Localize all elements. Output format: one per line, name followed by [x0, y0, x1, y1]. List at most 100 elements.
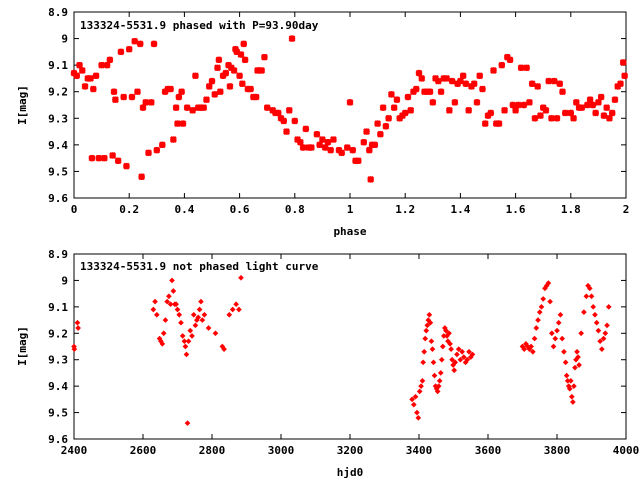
- data-point: [595, 98, 602, 106]
- x-tick-label: 1.2: [395, 203, 415, 216]
- y-tick-label: 9.5: [48, 407, 68, 420]
- data-point: [98, 61, 105, 69]
- data-point: [407, 106, 415, 114]
- data-point: [602, 330, 609, 337]
- data-point: [572, 98, 580, 106]
- data-point: [420, 359, 426, 366]
- y-tick-label: 9.2: [48, 86, 68, 99]
- data-point: [294, 136, 301, 143]
- data-point: [547, 298, 553, 305]
- data-point: [302, 125, 310, 133]
- data-point: [200, 104, 208, 112]
- data-point: [390, 104, 398, 112]
- data-point: [454, 80, 462, 88]
- data-point: [187, 327, 194, 334]
- data-point: [461, 354, 467, 360]
- data-point: [335, 146, 343, 154]
- data-point: [125, 45, 133, 53]
- y-axis-ticks: 8.9 9 9.1 9.2 9.3 9.4 9.5 9.6: [48, 6, 626, 205]
- data-point: [195, 314, 202, 321]
- y-tick-label: 9.1: [48, 301, 68, 314]
- data-point: [190, 311, 197, 318]
- data-point: [78, 67, 86, 74]
- data-point: [173, 301, 179, 308]
- data-point: [550, 343, 557, 350]
- data-point: [208, 77, 216, 85]
- data-point: [164, 298, 170, 305]
- data-point: [555, 319, 562, 326]
- data-point: [611, 96, 619, 104]
- data-point: [603, 104, 611, 112]
- chart-title: 133324-5531.9 not phased light curve: [80, 260, 319, 273]
- data-point: [274, 109, 282, 117]
- data-point: [439, 343, 446, 350]
- data-point: [434, 388, 441, 395]
- x-axis-ticks: 2400 2600 2800 3000 3200 3400 3600 3800 4000: [61, 254, 640, 457]
- data-point: [153, 146, 161, 154]
- data-point: [606, 114, 613, 122]
- data-point: [230, 67, 238, 74]
- data-point: [174, 306, 181, 313]
- data-point: [106, 56, 114, 64]
- data-point: [179, 333, 186, 339]
- data-point: [537, 112, 544, 120]
- data-point: [128, 93, 136, 101]
- data-point: [498, 61, 506, 69]
- data-point: [617, 80, 624, 88]
- data-point: [520, 101, 528, 109]
- data-point: [455, 346, 462, 352]
- data-point: [134, 88, 141, 96]
- y-tick-label: 9.4: [48, 139, 68, 152]
- data-point: [542, 106, 550, 114]
- data-point: [291, 117, 299, 125]
- data-point: [211, 90, 219, 98]
- x-tick-label: 4000: [613, 444, 640, 457]
- data-point: [570, 114, 577, 122]
- data-point: [189, 106, 197, 114]
- data-point: [462, 80, 470, 88]
- data-point: [95, 154, 103, 162]
- data-point: [412, 85, 420, 93]
- data-point: [556, 80, 564, 88]
- data-point: [269, 106, 277, 114]
- data-point: [429, 346, 436, 352]
- data-point: [71, 346, 78, 352]
- data-point: [484, 112, 492, 120]
- y-tick-label: 9: [61, 33, 68, 46]
- data-point: [103, 61, 111, 69]
- data-point: [76, 61, 83, 69]
- data-point: [184, 420, 191, 426]
- x-tick-label: 2: [623, 203, 630, 216]
- data-point: [448, 77, 456, 85]
- y-tick-label: 8.9: [48, 248, 68, 261]
- data-point: [299, 144, 307, 151]
- data-point: [422, 335, 429, 342]
- data-point: [219, 72, 227, 80]
- data-point: [427, 319, 434, 326]
- data-point: [443, 75, 450, 82]
- data-point: [434, 77, 442, 85]
- data-point: [470, 80, 478, 88]
- data-point: [198, 298, 204, 305]
- y-axis-ticks: 8.9 9 9.1 9.2 9.3 9.4 9.5 9.6: [48, 248, 626, 446]
- data-point: [166, 293, 172, 300]
- data-point: [600, 335, 607, 342]
- data-point: [459, 72, 467, 80]
- data-point: [514, 101, 522, 109]
- y-tick-label: 9: [61, 274, 68, 287]
- data-point: [459, 348, 465, 355]
- data-point: [167, 85, 174, 93]
- data-point: [330, 136, 337, 143]
- data-point: [561, 109, 569, 117]
- data-point: [578, 104, 586, 112]
- data-point: [382, 122, 390, 130]
- data-point: [316, 141, 324, 149]
- data-point: [167, 301, 174, 308]
- data-point: [241, 56, 249, 64]
- data-point: [432, 75, 439, 82]
- x-tick-label: 3000: [268, 444, 295, 457]
- x-axis-label: hjd0: [337, 466, 364, 479]
- x-tick-label: 0.8: [285, 203, 305, 216]
- data-point: [506, 56, 514, 64]
- data-point: [393, 96, 401, 104]
